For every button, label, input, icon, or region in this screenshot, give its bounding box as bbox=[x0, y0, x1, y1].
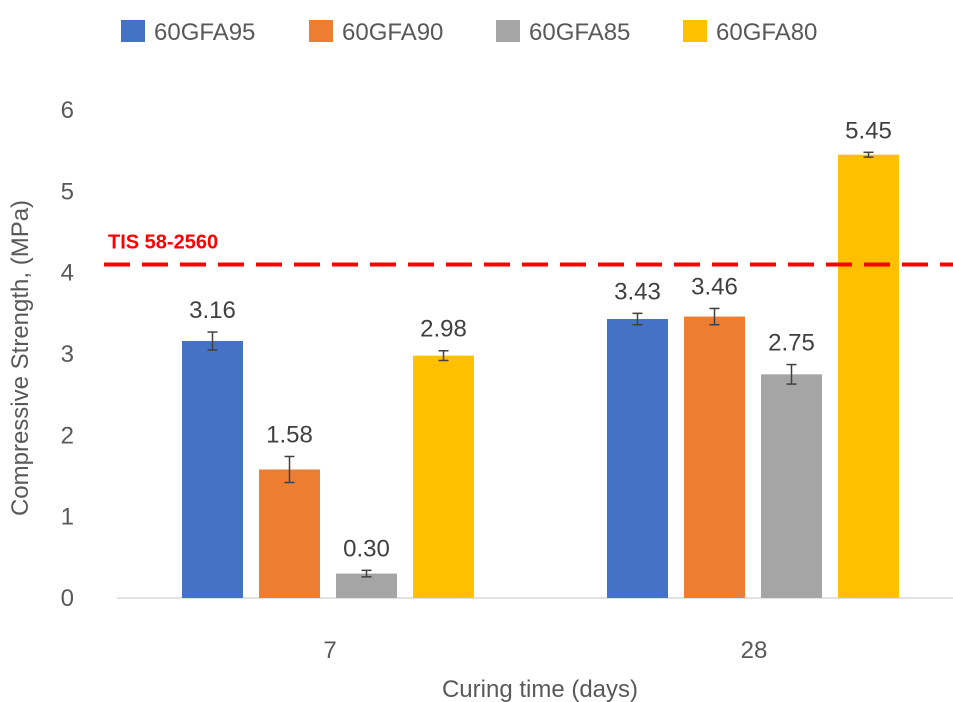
data-label: 2.75 bbox=[768, 330, 815, 357]
bar bbox=[259, 469, 320, 598]
data-label: 1.58 bbox=[266, 421, 313, 448]
x-axis: 7 28 bbox=[323, 637, 767, 664]
x-axis-title: Curing time (days) bbox=[442, 676, 638, 702]
legend-swatch bbox=[683, 20, 707, 42]
legend-item: 60GFA95 bbox=[121, 19, 255, 46]
y-axis: 0 1 2 3 4 5 6 bbox=[61, 97, 74, 612]
y-tick-label: 1 bbox=[61, 504, 74, 531]
y-axis-title: Compressive Strength, (MPa) bbox=[7, 200, 34, 516]
x-tick-label: 7 bbox=[323, 637, 336, 664]
error-bar bbox=[207, 331, 218, 351]
bar bbox=[684, 316, 745, 598]
data-label: 0.30 bbox=[343, 535, 390, 562]
data-label: 5.45 bbox=[845, 117, 892, 144]
y-tick-label: 6 bbox=[61, 97, 74, 124]
data-label: 3.46 bbox=[691, 273, 738, 300]
legend: 60GFA95 60GFA90 60GFA85 60GFA80 bbox=[121, 19, 817, 46]
reference-line-group: TIS 58-2560 bbox=[104, 232, 953, 267]
legend-label: 60GFA85 bbox=[529, 19, 630, 46]
legend-swatch bbox=[121, 20, 145, 42]
bar bbox=[607, 319, 668, 598]
error-bar bbox=[863, 151, 874, 158]
legend-item: 60GFA85 bbox=[496, 19, 630, 46]
error-bar bbox=[438, 349, 449, 362]
bar bbox=[182, 340, 243, 598]
bar bbox=[838, 154, 899, 598]
legend-label: 60GFA90 bbox=[342, 19, 443, 46]
error-bar bbox=[709, 307, 720, 326]
y-tick-label: 4 bbox=[61, 260, 74, 287]
error-bar bbox=[786, 363, 797, 385]
error-bar bbox=[361, 569, 372, 578]
legend-swatch bbox=[309, 20, 333, 42]
legend-item: 60GFA90 bbox=[309, 19, 443, 46]
data-label: 3.16 bbox=[189, 297, 236, 324]
error-bar bbox=[632, 312, 643, 326]
legend-swatch bbox=[496, 20, 520, 42]
y-tick-label: 0 bbox=[61, 585, 74, 612]
y-tick-label: 3 bbox=[61, 341, 74, 368]
bar bbox=[761, 374, 822, 598]
bars: 3.16 3.43 1.58 3.46 0.30 2.75 2.98 5.45 bbox=[182, 117, 899, 598]
legend-item: 60GFA80 bbox=[683, 19, 817, 46]
reference-line-label: TIS 58-2560 bbox=[108, 232, 218, 254]
bar bbox=[413, 355, 474, 598]
legend-label: 60GFA80 bbox=[716, 19, 817, 46]
data-label: 3.43 bbox=[614, 278, 661, 305]
y-tick-label: 5 bbox=[61, 178, 74, 205]
data-label: 2.98 bbox=[420, 316, 467, 343]
y-tick-label: 2 bbox=[61, 422, 74, 449]
error-bar bbox=[284, 455, 295, 484]
x-tick-label: 28 bbox=[741, 637, 768, 664]
bar bbox=[336, 573, 397, 598]
legend-label: 60GFA95 bbox=[154, 19, 255, 46]
